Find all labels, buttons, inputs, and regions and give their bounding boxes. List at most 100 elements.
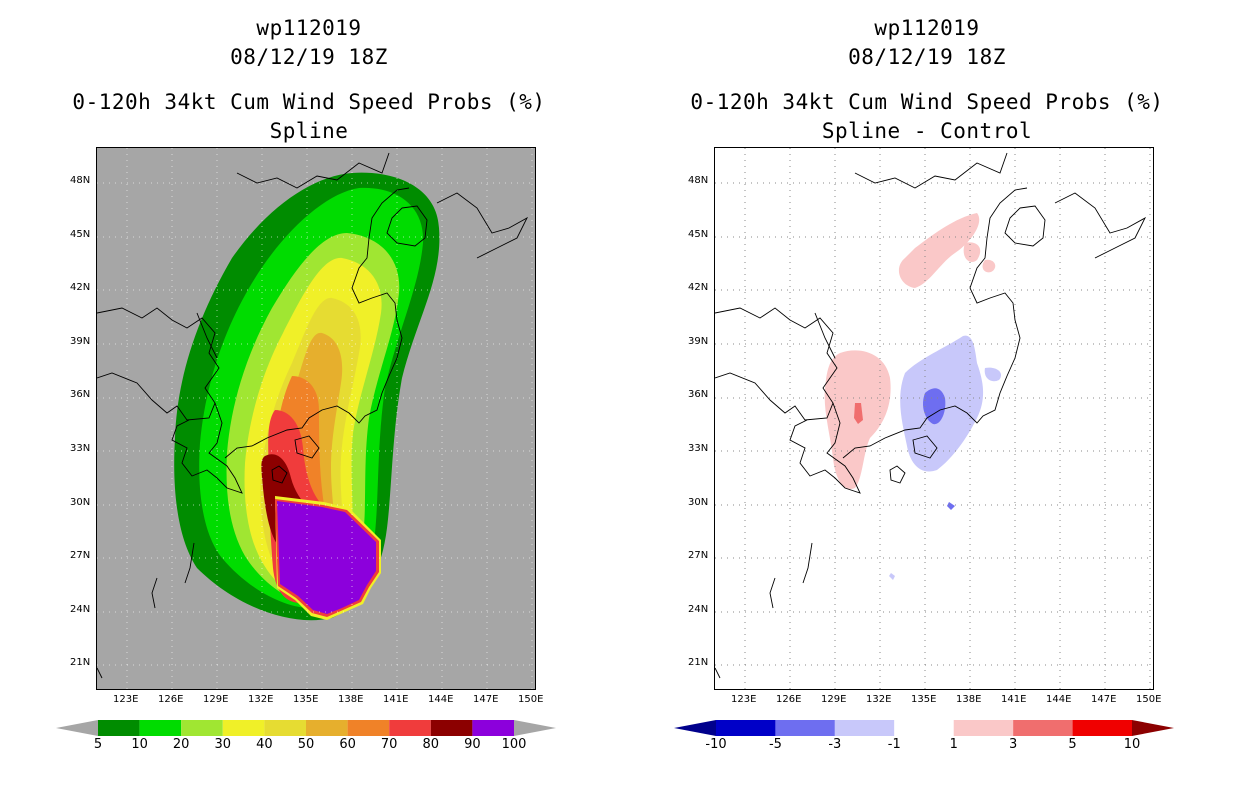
colorbar-tick-label: -3 [828, 737, 842, 752]
colorbar-swatch [1072, 720, 1132, 736]
diff-positive-north-small [963, 242, 981, 263]
lon-tick-label: 141E [1001, 694, 1027, 705]
lat-tick-label: 30N [688, 497, 709, 508]
difference-map-svg [715, 148, 1153, 689]
lon-tick-label: 123E [731, 694, 757, 705]
colorbar-swatch [347, 720, 390, 736]
lon-tick-label: 126E [158, 694, 184, 705]
colorbar-tick-label: 5 [93, 737, 103, 752]
lon-tick-label: 138E [956, 694, 982, 705]
lon-tick-label: 132E [248, 694, 274, 705]
colorbar-tick-label: -5 [768, 737, 782, 752]
right-storm-id: wp112019 [874, 16, 980, 40]
colorbar-tick-label: -1 [887, 737, 901, 752]
colorbar-tick-label: 90 [464, 737, 481, 752]
colorbar-swatch [953, 720, 1014, 736]
probability-map-svg [97, 148, 535, 689]
colorbar-swatch [306, 720, 348, 736]
right-datetime: 08/12/19 18Z [848, 45, 1006, 69]
diff-positive-north-small-2 [982, 259, 996, 273]
diff-negative-east [984, 367, 1002, 382]
right-panel-title-block: wp112019 08/12/19 18Z 0-120h 34kt Cum Wi… [618, 14, 1236, 146]
colorbar-under-arrow [56, 720, 98, 736]
lat-tick-label: 42N [70, 282, 91, 293]
lat-tick-label: 36N [70, 389, 91, 400]
colorbar-tick-label: 3 [1009, 737, 1018, 752]
lat-tick-label: 36N [688, 389, 709, 400]
difference-map [714, 147, 1154, 690]
coastlines [715, 152, 1147, 679]
colorbar-over-arrow [1132, 720, 1174, 736]
colorbar-swatch [430, 720, 473, 736]
colorbar-tick-label: 60 [339, 737, 356, 752]
difference-colorbar [674, 720, 1174, 736]
colorbar-tick-label: 80 [422, 737, 440, 752]
lat-tick-label: 42N [688, 282, 709, 293]
colorbar-swatch [775, 720, 835, 736]
lat-tick-label: 21N [70, 657, 91, 668]
lon-tick-label: 135E [293, 694, 319, 705]
lat-tick-label: 48N [688, 175, 709, 186]
colorbar-tick-label: 20 [172, 737, 190, 752]
lon-tick-label: 144E [1046, 694, 1072, 705]
colorbar-swatch [389, 720, 431, 736]
lon-tick-label: 147E [473, 694, 499, 705]
lat-tick-label: 24N [688, 604, 709, 615]
colorbar-tick-label: 10 [131, 737, 148, 752]
lat-tick-label: 21N [688, 657, 709, 668]
lon-tick-label: 147E [1091, 694, 1117, 705]
diff-positive-west-medium [854, 403, 863, 424]
colorbar-tick-label: 1 [949, 737, 958, 752]
colorbar-swatch [834, 720, 895, 736]
lat-tick-label: 45N [70, 229, 91, 240]
lon-tick-label: 138E [338, 694, 364, 705]
colorbar-under-arrow [674, 720, 716, 736]
colorbar-swatch [139, 720, 182, 736]
left-subtitle: Spline [269, 119, 349, 143]
diff-negative-central-medium [922, 388, 946, 425]
colorbar-tick-label: -10 [705, 737, 727, 752]
colorbar-tick-label: 70 [380, 737, 398, 752]
lon-tick-label: 129E [821, 694, 847, 705]
lat-tick-label: 45N [688, 229, 709, 240]
map-grid [715, 148, 1153, 689]
colorbar-tick-label: 10 [1123, 737, 1141, 752]
diff-negative-spot-2 [889, 573, 895, 580]
right-subtitle: Spline - Control [821, 119, 1033, 143]
colorbar-tick-label: 100 [501, 737, 527, 752]
map-grid [97, 148, 535, 689]
colorbar-swatch [181, 720, 223, 736]
colorbar-tick-label: 30 [214, 737, 232, 752]
left-product-title: 0-120h 34kt Cum Wind Speed Probs (%) [72, 90, 546, 114]
lat-tick-label: 33N [70, 443, 91, 454]
coastlines [97, 152, 529, 679]
left-storm-id: wp112019 [256, 16, 362, 40]
colorbar-swatch [1013, 720, 1073, 736]
colorbar-swatch [264, 720, 306, 736]
right-product-title: 0-120h 34kt Cum Wind Speed Probs (%) [690, 90, 1164, 114]
lat-tick-label: 27N [688, 550, 709, 561]
probability-colorbar [56, 720, 556, 736]
colorbar-swatch [716, 720, 776, 736]
diff-negative-spot [947, 502, 955, 510]
lon-tick-label: 141E [383, 694, 409, 705]
left-panel-title-block: wp112019 08/12/19 18Z 0-120h 34kt Cum Wi… [0, 14, 618, 146]
colorbar-swatch [472, 720, 514, 736]
lon-tick-label: 150E [1136, 694, 1162, 705]
colorbar-swatch [222, 720, 265, 736]
lat-tick-label: 27N [70, 550, 91, 561]
lon-tick-label: 135E [911, 694, 937, 705]
colorbar-tick-label: 50 [297, 737, 315, 752]
colorbar-tick-label: 5 [1068, 737, 1077, 752]
prob-band-100 [277, 501, 376, 614]
lon-tick-label: 132E [866, 694, 892, 705]
lat-tick-label: 48N [70, 175, 91, 186]
lat-tick-label: 33N [688, 443, 709, 454]
lon-tick-label: 123E [113, 694, 139, 705]
colorbar-swatch [98, 720, 140, 736]
lon-tick-label: 150E [518, 694, 544, 705]
probability-map [96, 147, 536, 690]
lon-tick-label: 144E [428, 694, 454, 705]
diff-positive-north [898, 213, 980, 288]
colorbar-tick-label: 40 [256, 737, 273, 752]
